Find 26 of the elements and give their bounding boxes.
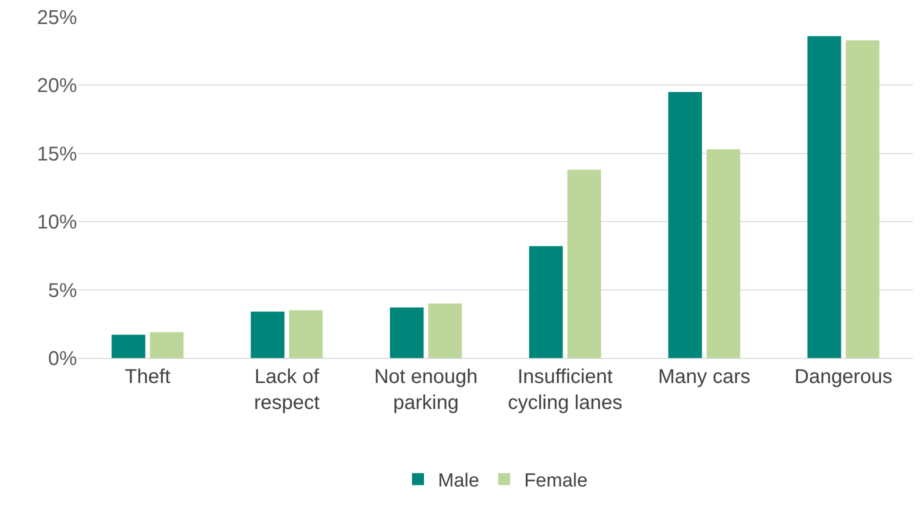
bar	[529, 246, 563, 358]
bar	[428, 303, 462, 358]
x-tick-label: Many cars	[658, 366, 750, 388]
bar	[390, 308, 424, 358]
bar	[250, 312, 284, 358]
legend-label: Female	[524, 470, 588, 492]
bar	[668, 92, 702, 358]
bar	[706, 149, 740, 358]
y-tick-label: 20%	[36, 75, 78, 98]
x-tick-label: Not enough parking	[374, 366, 478, 414]
bar	[567, 170, 602, 358]
bar	[112, 334, 146, 358]
x-tick-label: Lack of respect	[254, 366, 320, 414]
y-tick-label: 25%	[36, 7, 78, 29]
x-tick-label: Theft	[124, 366, 171, 388]
bar	[846, 40, 880, 358]
y-tick-label: 5%	[48, 280, 78, 302]
bar	[150, 332, 184, 358]
y-tick-label: 15%	[36, 143, 78, 166]
y-tick-label: 0%	[48, 348, 78, 370]
legend-label: Male	[438, 470, 480, 492]
y-tick-label: 10%	[36, 212, 78, 234]
x-tick-label: Dangerous	[794, 366, 892, 388]
bar	[807, 36, 842, 358]
bar	[289, 310, 323, 358]
x-tick-label: Insufficient cycling lanes	[508, 366, 622, 414]
